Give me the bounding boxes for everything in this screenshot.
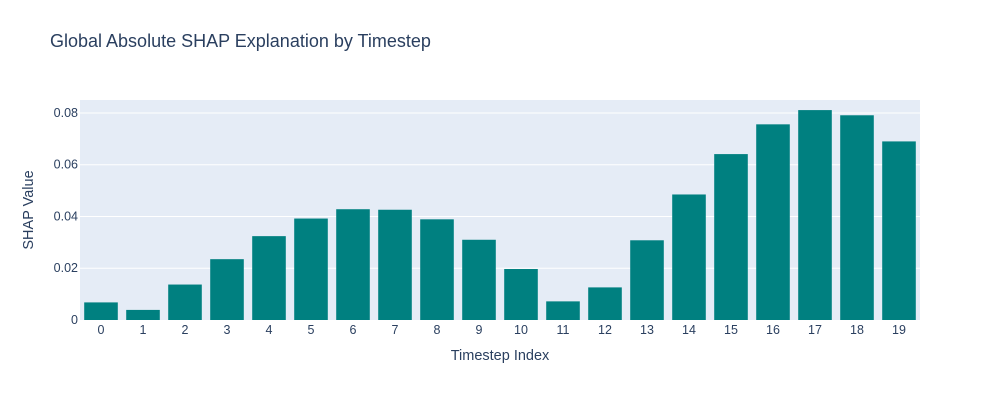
bar-1[interactable]	[126, 309, 160, 320]
bar-16[interactable]	[756, 124, 790, 321]
bar-12[interactable]	[588, 287, 622, 320]
x-tick-label: 8	[434, 323, 441, 337]
bar-5[interactable]	[294, 218, 328, 320]
x-tick-label: 2	[182, 323, 189, 337]
y-tick-label: 0.08	[54, 106, 78, 120]
bar-6[interactable]	[336, 209, 370, 320]
x-tick-label: 13	[640, 323, 654, 337]
chart-title: Global Absolute SHAP Explanation by Time…	[50, 31, 431, 51]
x-tick-label: 12	[598, 323, 612, 337]
x-tick-label: 6	[350, 323, 357, 337]
bar-8[interactable]	[420, 219, 454, 320]
y-tick-labels: 0 0.02 0.04 0.06 0.08	[54, 106, 78, 327]
x-tick-label: 10	[514, 323, 528, 337]
x-tick-label: 1	[140, 323, 147, 337]
y-tick-label: 0.02	[54, 261, 78, 275]
x-tick-label: 19	[892, 323, 906, 337]
plot-area	[80, 100, 920, 320]
x-tick-label: 16	[766, 323, 780, 337]
bars	[84, 110, 916, 321]
x-axis-title: Timestep Index	[451, 348, 550, 364]
bar-13[interactable]	[630, 240, 664, 320]
bar-14[interactable]	[672, 194, 706, 320]
x-tick-label: 7	[392, 323, 399, 337]
x-tick-label: 0	[98, 323, 105, 337]
bar-15[interactable]	[714, 154, 748, 320]
x-tick-labels: 0 1 2 3 4 5 6 7 8 9 10 11 12 13 14 15 16 17 18 19	[98, 323, 906, 337]
bar-11[interactable]	[546, 301, 580, 320]
bar-17[interactable]	[798, 110, 832, 320]
bar-19[interactable]	[882, 141, 916, 320]
x-tick-label: 5	[308, 323, 315, 337]
bar-18[interactable]	[840, 115, 874, 320]
bar-2[interactable]	[168, 284, 202, 320]
bar-0[interactable]	[84, 302, 118, 320]
bar-3[interactable]	[210, 259, 244, 320]
x-tick-label: 17	[808, 323, 822, 337]
x-tick-label: 3	[224, 323, 231, 337]
x-tick-label: 18	[850, 323, 864, 337]
y-tick-label: 0.04	[54, 209, 78, 223]
x-tick-label: 15	[724, 323, 738, 337]
bar-9[interactable]	[462, 239, 496, 320]
y-tick-label: 0	[71, 313, 78, 327]
y-axis-title: SHAP Value	[21, 170, 37, 249]
x-tick-label: 11	[557, 323, 570, 337]
x-tick-label: 4	[266, 323, 273, 337]
bar-7[interactable]	[378, 209, 412, 320]
bar-10[interactable]	[504, 269, 538, 320]
bar-4[interactable]	[252, 236, 286, 320]
x-tick-label: 14	[682, 323, 696, 337]
y-tick-label: 0.06	[54, 158, 78, 172]
x-tick-label: 9	[476, 323, 483, 337]
